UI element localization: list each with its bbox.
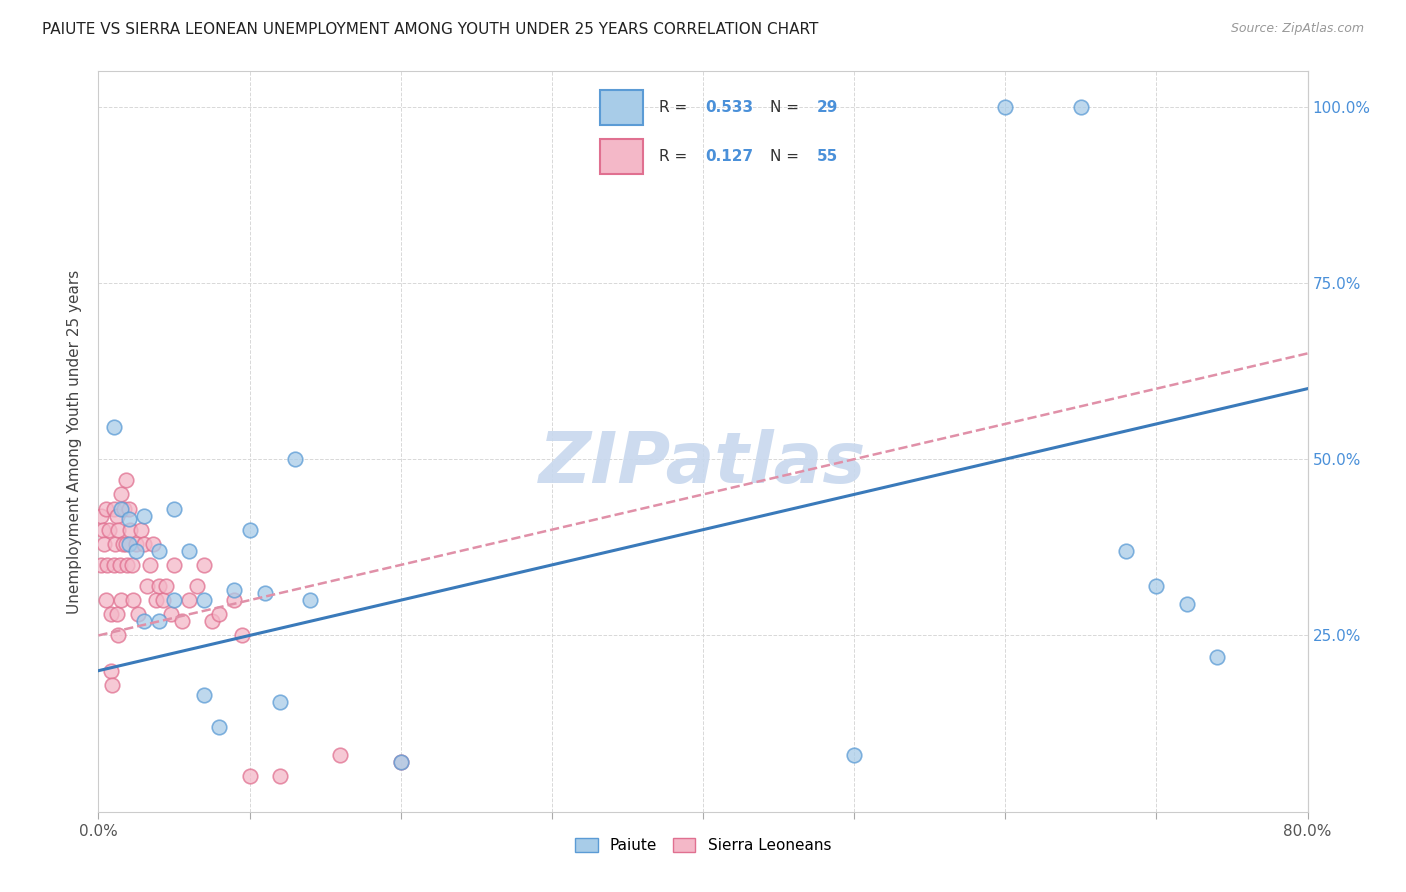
Point	[170, 615, 193, 629]
Point	[118, 501, 141, 516]
Point	[90, 558, 112, 572]
Point	[155, 579, 177, 593]
Text: R =: R =	[658, 100, 692, 115]
Point	[118, 537, 141, 551]
Point	[193, 689, 215, 703]
Point	[269, 769, 291, 783]
Point	[107, 523, 129, 537]
Point	[186, 579, 208, 593]
Point	[121, 558, 143, 572]
Point	[329, 748, 352, 763]
Point	[253, 586, 276, 600]
Point	[145, 593, 167, 607]
Point	[107, 628, 129, 642]
Point	[108, 558, 131, 572]
Text: 0.533: 0.533	[704, 100, 754, 115]
Bar	[600, 90, 643, 125]
Point	[142, 537, 165, 551]
Point	[105, 508, 128, 523]
Point	[179, 544, 201, 558]
Point	[91, 523, 114, 537]
Point	[201, 615, 224, 629]
Point	[148, 615, 170, 629]
Point	[104, 537, 127, 551]
Point	[179, 593, 201, 607]
Point	[224, 593, 246, 607]
Point	[160, 607, 183, 622]
Point	[1070, 100, 1092, 114]
Point	[125, 537, 148, 551]
Point	[135, 579, 157, 593]
Point	[90, 508, 112, 523]
Point	[1115, 544, 1137, 558]
Point	[114, 537, 136, 551]
Point	[208, 607, 231, 622]
Point	[1175, 597, 1198, 611]
Text: 29: 29	[817, 100, 838, 115]
Point	[101, 678, 124, 692]
Point	[239, 523, 262, 537]
Point	[100, 664, 122, 678]
Text: R =: R =	[658, 149, 692, 164]
Point	[163, 593, 186, 607]
Point	[148, 544, 170, 558]
Point	[1144, 579, 1167, 593]
Y-axis label: Unemployment Among Youth under 25 years: Unemployment Among Youth under 25 years	[67, 269, 83, 614]
Point	[115, 558, 138, 572]
Legend: Paiute, Sierra Leoneans: Paiute, Sierra Leoneans	[568, 832, 838, 860]
Point	[132, 537, 155, 551]
Point	[120, 523, 142, 537]
Point	[284, 452, 307, 467]
Point	[269, 695, 291, 709]
Point	[129, 523, 152, 537]
Point	[112, 501, 135, 516]
Point	[163, 501, 186, 516]
Text: N =: N =	[770, 149, 804, 164]
Point	[152, 593, 174, 607]
Point	[122, 593, 145, 607]
Point	[110, 487, 132, 501]
Point	[118, 512, 141, 526]
Point	[231, 628, 253, 642]
Point	[994, 100, 1017, 114]
Point	[844, 748, 866, 763]
Point	[193, 593, 215, 607]
Point	[114, 473, 136, 487]
Point	[100, 607, 122, 622]
Point	[224, 582, 246, 597]
Point	[127, 607, 149, 622]
Point	[103, 420, 125, 434]
Point	[103, 558, 125, 572]
Point	[208, 720, 231, 734]
Point	[1206, 649, 1229, 664]
Point	[139, 558, 162, 572]
Point	[132, 615, 155, 629]
Point	[96, 558, 118, 572]
Point	[389, 756, 412, 770]
Point	[94, 501, 117, 516]
Text: N =: N =	[770, 100, 804, 115]
Point	[103, 501, 125, 516]
Point	[110, 501, 132, 516]
Point	[125, 544, 148, 558]
Point	[111, 537, 134, 551]
Point	[105, 607, 128, 622]
Text: ZIPatlas: ZIPatlas	[540, 429, 866, 499]
Text: PAIUTE VS SIERRA LEONEAN UNEMPLOYMENT AMONG YOUTH UNDER 25 YEARS CORRELATION CHA: PAIUTE VS SIERRA LEONEAN UNEMPLOYMENT AM…	[42, 22, 818, 37]
Point	[148, 579, 170, 593]
Point	[110, 593, 132, 607]
Text: Source: ZipAtlas.com: Source: ZipAtlas.com	[1230, 22, 1364, 36]
Point	[193, 558, 215, 572]
Point	[239, 769, 262, 783]
Point	[132, 508, 155, 523]
Text: 0.127: 0.127	[704, 149, 754, 164]
Point	[299, 593, 322, 607]
Point	[163, 558, 186, 572]
Point	[93, 537, 115, 551]
Point	[98, 523, 121, 537]
Bar	[600, 139, 643, 175]
Text: 55: 55	[817, 149, 838, 164]
Point	[389, 756, 412, 770]
Point	[94, 593, 117, 607]
